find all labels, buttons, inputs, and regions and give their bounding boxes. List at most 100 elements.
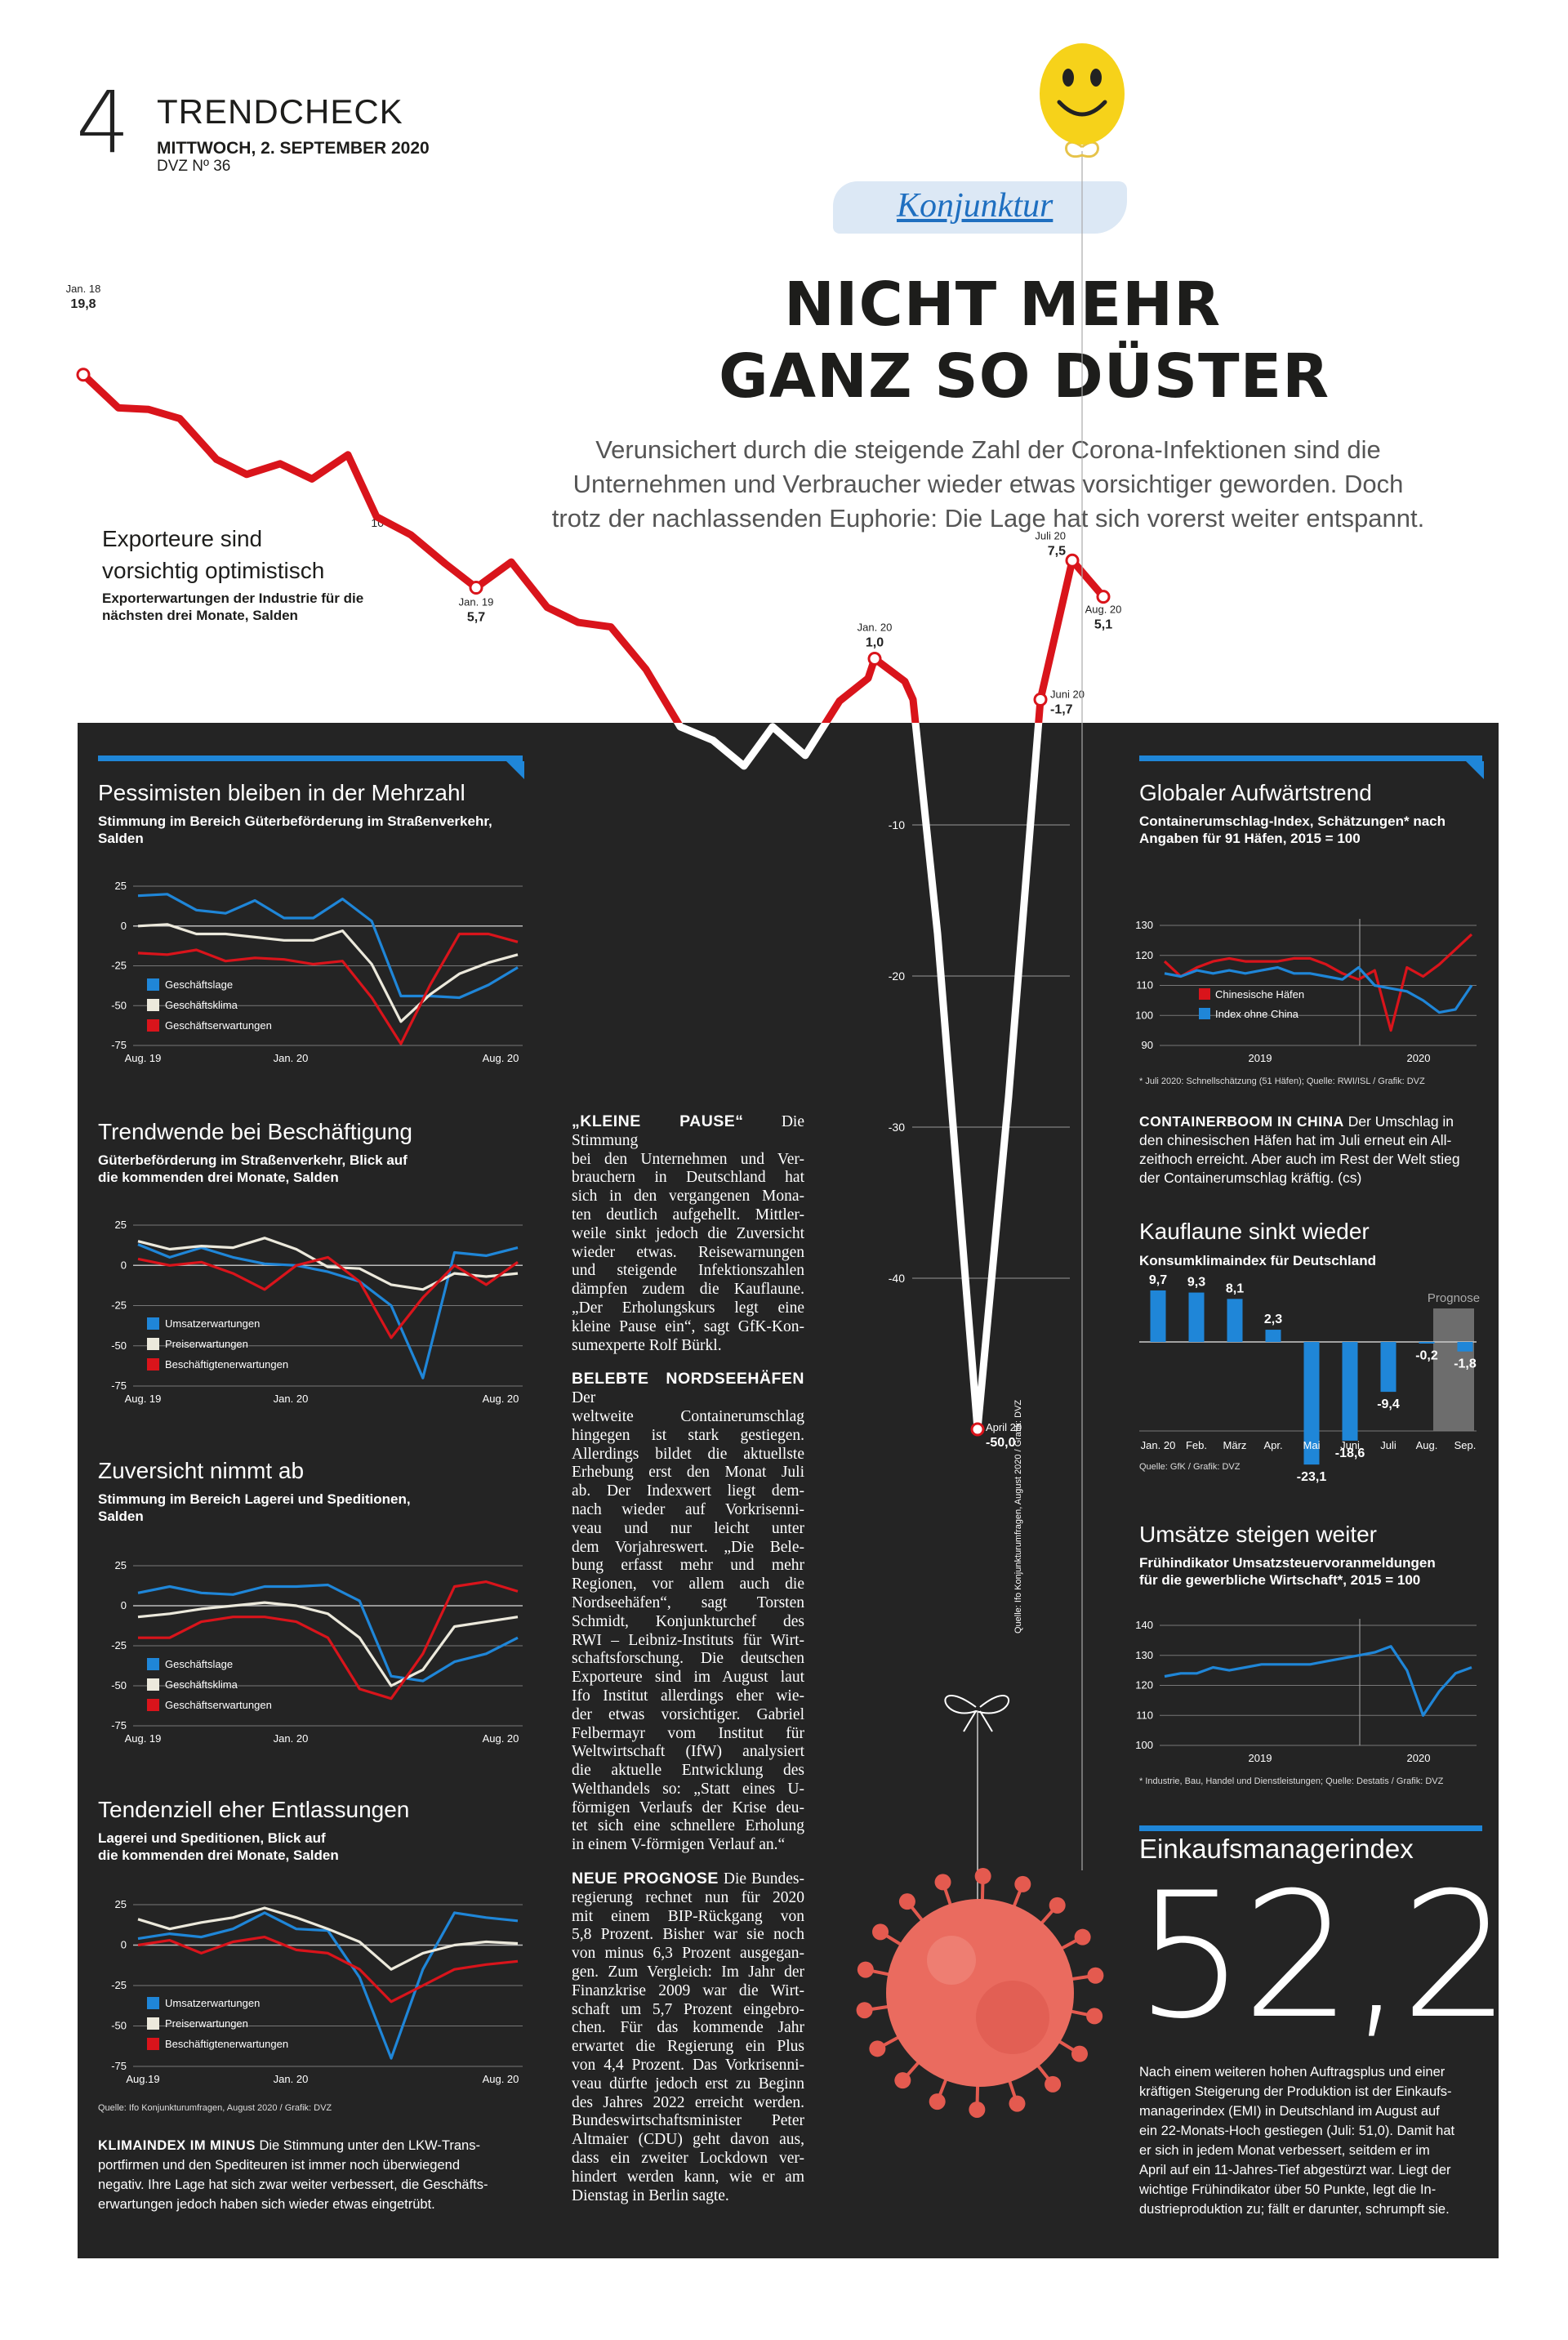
series-line [137, 1936, 519, 2003]
article-line: Erhebung erst den Monat Juli [572, 1464, 804, 1482]
series-line [137, 893, 519, 1000]
y-tick-label: 0 [121, 1939, 127, 1951]
virus-shade [927, 1936, 976, 1985]
y-tick-label: -10 [889, 818, 905, 831]
umsatz-subtitle: Frühindikator Umsatzsteuervoranmeldungen… [1139, 1554, 1436, 1589]
article-line: kleine Pause ein“, sagt GfK-Kon- [572, 1317, 804, 1335]
emi-line: April auf ein 11-Jahres-Tief abgestürzt … [1139, 2163, 1451, 2177]
article-line: schaftsforschung. Die deutschen [572, 1650, 804, 1668]
bar-value-label: 9,3 [1187, 1276, 1205, 1290]
spike-tip [1087, 1967, 1104, 1984]
bow [944, 1695, 1009, 1732]
annotation-dot [76, 368, 91, 382]
virus-shade [976, 1981, 1049, 2054]
y-tick-label: 0 [121, 1599, 127, 1611]
subtitle-line: Güterbeförderung im Straßenverkehr, Blic… [98, 1152, 408, 1168]
category-label: Jan. 20 [1141, 1439, 1176, 1451]
x-tick-label: Jan. 20 [274, 2073, 309, 2085]
spike-tip [894, 2072, 911, 2089]
y-tick-label: -75 [111, 1039, 127, 1051]
y-tick-label: -20 [889, 969, 905, 983]
legend-label: Chinesische Häfen [1215, 988, 1304, 1001]
article-line: von 4,4 Prozent. Das Vorkrisenni- [572, 2057, 804, 2075]
legend-swatch [147, 1317, 159, 1330]
subtitle-line: Salden [98, 831, 144, 846]
chart-container: 130 120 110 100 90 2019 2020 Chinesische Häfen I… [1135, 919, 1477, 1064]
legend-swatch [147, 1997, 159, 2009]
containerboom-line: CONTAINERBOOM IN CHINA Der Umschlag in [1139, 1112, 1482, 1131]
spike-tip [929, 2093, 946, 2110]
spike-tip [869, 2040, 886, 2057]
konsum-bar-chart: Prognose 9,7 Jan. 20 9,3 Feb. 8,1 März 2,3 Apr. -… [1139, 1273, 1480, 1484]
series-line [137, 1601, 519, 1687]
ifo-source: Quelle: Ifo Konjunkturumfragen, August 2… [98, 2103, 332, 2113]
lead-line: Verunsichert durch die steigende Zahl de… [595, 435, 1381, 464]
klimaindex-head: KLIMAINDEX IM MINUS [98, 2138, 256, 2153]
y-tick-label: 0 [121, 1259, 127, 1271]
bar [1419, 1342, 1435, 1344]
annotation-date: Aug. 20 [1085, 604, 1122, 616]
spike-tip [934, 1874, 951, 1891]
article-line: Finanzkrise 2009 war die Wirt- [572, 1981, 804, 1999]
export-chart-title: Exporteure sind vorsichtig optimistisch [102, 523, 324, 586]
article-line: der etwas vorsichtiger. Gabriel [572, 1705, 804, 1723]
bar [1457, 1342, 1473, 1352]
containerboom-text: CONTAINERBOOM IN CHINA Der Umschlag in d… [1139, 1112, 1482, 1188]
pessimisten-subtitle: Stimmung im Bereich Güterbeförderung im … [98, 813, 492, 847]
export-line-white [673, 723, 1043, 1433]
klimaindex-line: portfirmen und den Spediteuren ist immer… [98, 2158, 461, 2173]
klimaindex-line: erwartungen jedoch haben sich wieder etw… [98, 2197, 435, 2212]
containerboom-head: CONTAINERBOOM IN CHINA [1139, 1113, 1344, 1130]
emi-text: Nach einem weiteren hohen Auftragsplus u… [1139, 2062, 1482, 2219]
series-line [137, 1583, 519, 1683]
legend-swatch [1199, 988, 1210, 1000]
issue-number: DVZ Nº 36 [157, 158, 231, 175]
legend-label: Geschäftsklima [165, 999, 238, 1011]
spike-tip [1086, 2008, 1103, 2025]
legend-swatch [147, 1678, 159, 1691]
zuversicht-title: Zuversicht nimmt ab [98, 1458, 305, 1483]
article-line: gen. Zum Vergleich: Im Jahr der [572, 1963, 804, 1981]
klimaindex-line: negativ. Ihre Lage hat sich zwar weiter … [98, 2177, 488, 2192]
spike-tip [1045, 2075, 1062, 2093]
klimaindex-line: KLIMAINDEX IM MINUS Die Stimmung unter d… [98, 2136, 523, 2155]
containerboom-line: der Containerumschlag kräftig. (cs) [1139, 1170, 1362, 1186]
x-tick-label: Aug. 19 [125, 1393, 162, 1405]
x-tick-label: Aug. 20 [483, 1393, 519, 1405]
export-title-line: vorsichtig optimistisch [102, 558, 325, 583]
subtitle-line: Lagerei und Speditionen, Blick auf [98, 1830, 326, 1846]
annotation-value: 1,0 [866, 636, 884, 650]
bar-value-label: -9,4 [1377, 1397, 1400, 1411]
category-label: März [1223, 1439, 1247, 1451]
article-line: weile sinkt jedoch die Zuversicht [572, 1224, 804, 1242]
article-paragraph: „KLEINE PAUSE“ Die Stimmung bei den Unter… [572, 1112, 804, 1355]
legend-label: Beschäftigtenerwartungen [165, 1358, 288, 1371]
series-line [137, 1255, 519, 1339]
annotation-date: Jan. 18 [66, 283, 101, 295]
bar [1342, 1342, 1358, 1441]
emi-line: managerindex (EMI) in Deutschland im Aug… [1139, 2104, 1440, 2119]
containerboom-line: den chinesischen Häfen hat im Juli erneu… [1139, 1132, 1452, 1148]
mouth [1057, 100, 1107, 117]
zuversicht-subtitle: Stimmung im Bereich Lagerei und Speditio… [98, 1491, 411, 1525]
subtitle-line: Containerumschlag-Index, Schätzungen* na… [1139, 813, 1446, 829]
article-line: mit einem BIP-Rückgang von [572, 1907, 804, 1925]
legend-label: Geschäftserwartungen [165, 1699, 272, 1711]
y-tick-label: -50 [111, 1339, 127, 1352]
decorations [856, 43, 1125, 2118]
x-tick-label: Aug. 20 [483, 1732, 519, 1745]
legend-label: Geschäftslage [165, 1658, 233, 1670]
series-line [137, 1243, 519, 1379]
smiley-balloon-icon [1040, 43, 1125, 145]
annotation-value: 19,8 [70, 297, 96, 311]
article-line: sumexperte Rolf Bürkl. [572, 1336, 722, 1354]
x-tick-label: Jan. 20 [274, 1732, 309, 1745]
lead-line: trotz der nachlassenden Euphorie: Die La… [551, 504, 1425, 533]
rubric-label: Konjunktur [897, 187, 1054, 225]
